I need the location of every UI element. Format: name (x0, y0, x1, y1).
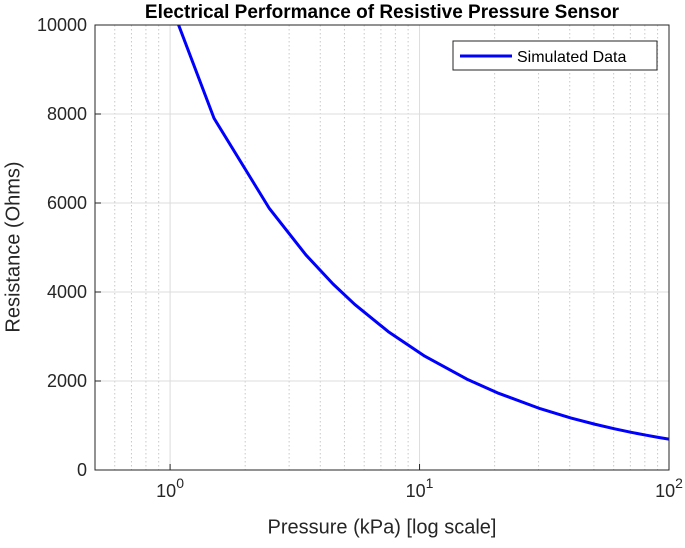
y-tick-label: 10000 (37, 15, 87, 35)
legend-label: Simulated Data (517, 49, 626, 66)
y-tick-label: 8000 (47, 104, 87, 124)
x-tick-label: 101 (406, 475, 434, 501)
y-tick-label: 6000 (47, 193, 87, 213)
y-axis-label: Resistance (Ohms) (2, 161, 24, 332)
data-line (177, 25, 669, 441)
x-tick-label: 100 (156, 475, 184, 501)
y-tick-label: 0 (77, 460, 87, 480)
axes-box (94, 24, 670, 471)
plot-area (95, 25, 669, 470)
y-tick-label: 2000 (47, 371, 87, 391)
x-axis-label: Pressure (kPa) [log scale] (268, 516, 497, 538)
chart-title: Electrical Performance of Resistive Pres… (145, 2, 620, 23)
x-tick-label: 102 (655, 475, 683, 501)
y-tick-label: 4000 (47, 282, 87, 302)
